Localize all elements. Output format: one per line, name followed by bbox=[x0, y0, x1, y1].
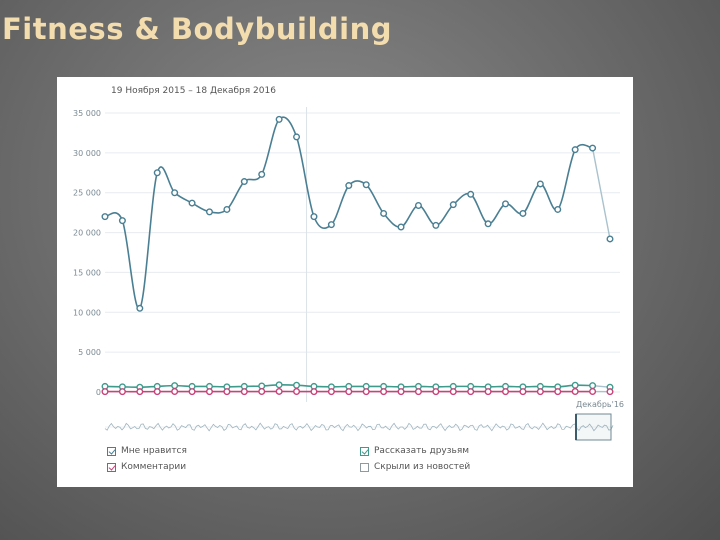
data-point bbox=[606, 388, 614, 396]
data-point bbox=[414, 388, 422, 396]
legend-label: Мне нравится bbox=[121, 446, 187, 456]
data-point bbox=[275, 387, 283, 395]
y-tick-label: 25 000 bbox=[73, 189, 101, 198]
data-point bbox=[589, 144, 597, 152]
data-point bbox=[293, 133, 301, 141]
data-point bbox=[153, 169, 161, 177]
data-point bbox=[188, 199, 196, 207]
data-point bbox=[223, 205, 231, 213]
data-point bbox=[571, 146, 579, 154]
data-point bbox=[275, 115, 283, 123]
data-point bbox=[397, 223, 405, 231]
line-chart[interactable]: 0 5 000 10 000 15 000 20 000 25 000 30 000 35 0… bbox=[57, 77, 633, 487]
legend-item[interactable]: Рассказать друзьям bbox=[360, 446, 469, 456]
data-point bbox=[118, 217, 126, 225]
series-line-projection bbox=[591, 147, 611, 240]
data-point bbox=[589, 382, 597, 390]
data-point bbox=[223, 388, 231, 396]
data-point bbox=[188, 388, 196, 396]
data-point bbox=[171, 382, 179, 390]
data-point bbox=[449, 388, 457, 396]
data-point bbox=[519, 209, 527, 217]
data-point bbox=[171, 388, 179, 396]
date-range: 19 Ноября 2015 – 18 Декабря 2016 bbox=[111, 86, 276, 96]
data-point bbox=[205, 388, 213, 396]
data-point bbox=[293, 388, 301, 396]
data-point bbox=[432, 221, 440, 229]
data-point bbox=[101, 388, 109, 396]
data-point bbox=[275, 381, 283, 389]
chart-legend: Мне нравится Комментарии Рассказать друзья… bbox=[107, 446, 617, 486]
legend-item[interactable]: Комментарии bbox=[107, 462, 186, 472]
data-point bbox=[362, 181, 370, 189]
data-point bbox=[118, 388, 126, 396]
data-point bbox=[310, 388, 318, 396]
data-point bbox=[258, 382, 266, 390]
chart-card: 19 Ноября 2015 – 18 Декабря 2016 0 5 000 1… bbox=[57, 77, 633, 487]
y-tick-label: 30 000 bbox=[73, 149, 101, 158]
data-point bbox=[136, 304, 144, 312]
data-point bbox=[136, 388, 144, 396]
data-point bbox=[536, 388, 544, 396]
data-point bbox=[467, 388, 475, 396]
data-point bbox=[205, 208, 213, 216]
data-point bbox=[380, 388, 388, 396]
data-point bbox=[153, 388, 161, 396]
data-point bbox=[606, 235, 614, 243]
y-tick-label: 35 000 bbox=[73, 109, 101, 118]
data-point bbox=[484, 220, 492, 228]
legend-item[interactable]: Скрыли из новостей bbox=[360, 462, 470, 472]
legend-checkbox[interactable] bbox=[107, 446, 116, 456]
data-point bbox=[519, 388, 527, 396]
data-point bbox=[502, 388, 510, 396]
data-point bbox=[258, 170, 266, 178]
navigator-line bbox=[104, 422, 614, 432]
data-point bbox=[101, 213, 109, 221]
legend-checkbox[interactable] bbox=[360, 462, 369, 472]
data-point bbox=[258, 388, 266, 396]
data-point bbox=[536, 180, 544, 188]
data-point bbox=[571, 381, 579, 389]
data-point bbox=[327, 388, 335, 396]
legend-checkbox[interactable] bbox=[107, 462, 116, 472]
series-line bbox=[104, 116, 593, 310]
data-point bbox=[554, 205, 562, 213]
legend-label: Комментарии bbox=[121, 462, 187, 472]
data-point bbox=[589, 388, 597, 396]
data-point bbox=[345, 182, 353, 190]
data-point bbox=[310, 213, 318, 221]
data-point bbox=[484, 388, 492, 396]
data-point bbox=[449, 201, 457, 209]
data-point bbox=[362, 388, 370, 396]
data-point bbox=[345, 388, 353, 396]
y-tick-label: 10 000 bbox=[73, 308, 101, 317]
y-tick-label: 15 000 bbox=[73, 268, 101, 277]
legend-label: Скрыли из новостей bbox=[374, 462, 471, 472]
data-point bbox=[432, 388, 440, 396]
data-point bbox=[502, 200, 510, 208]
y-tick-label: 0 bbox=[96, 388, 101, 397]
data-point bbox=[397, 388, 405, 396]
legend-checkbox[interactable] bbox=[360, 446, 369, 456]
y-tick-label: 20 000 bbox=[73, 229, 101, 238]
legend-label: Рассказать друзьям bbox=[374, 446, 470, 456]
data-point bbox=[414, 201, 422, 209]
data-point bbox=[293, 381, 301, 389]
legend-item[interactable]: Мне нравится bbox=[107, 446, 187, 456]
slide-title: Fitness & Bodybuilding bbox=[2, 12, 393, 46]
data-point bbox=[380, 209, 388, 217]
data-point bbox=[571, 388, 579, 396]
data-point bbox=[327, 221, 335, 229]
y-tick-label: 5 000 bbox=[78, 348, 101, 357]
data-point bbox=[171, 189, 179, 197]
data-point bbox=[467, 190, 475, 198]
data-point bbox=[240, 388, 248, 396]
data-point bbox=[240, 178, 248, 186]
navigator-window bbox=[575, 413, 612, 441]
data-point bbox=[554, 388, 562, 396]
x-marker-label: Декабрь'16 bbox=[576, 400, 624, 409]
